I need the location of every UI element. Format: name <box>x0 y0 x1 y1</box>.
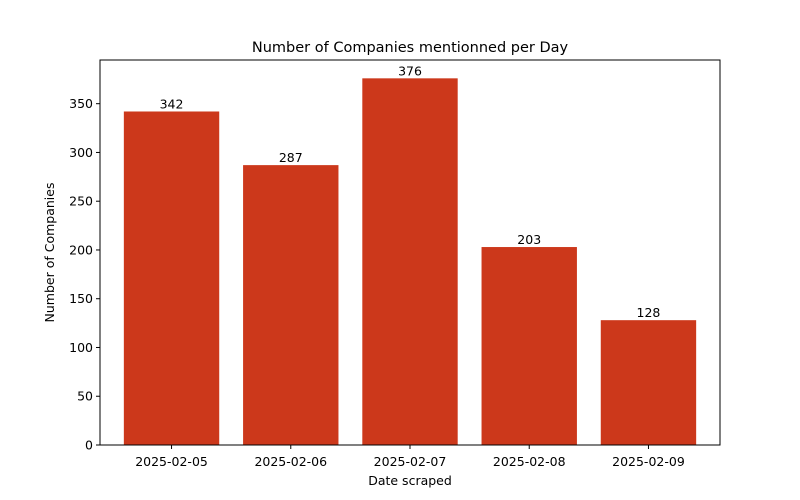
y-axis-label: Number of Companies <box>42 183 57 323</box>
bar <box>123 111 220 445</box>
x-tick-label: 2025-02-09 <box>612 454 685 469</box>
bar <box>243 165 339 445</box>
bar <box>481 247 577 445</box>
x-axis-label: Date scraped <box>368 473 452 488</box>
plot-area: 342 2025-02-05 287 2025-02-06 376 2025-02-07 2… <box>69 63 697 469</box>
y-tick-label: 150 <box>69 291 93 306</box>
plot-frame <box>99 59 721 446</box>
data-label: 287 <box>279 150 303 165</box>
data-label: 203 <box>517 232 541 247</box>
x-tick-label: 2025-02-05 <box>135 454 208 469</box>
data-label: 376 <box>398 63 422 78</box>
y-tick-label: 50 <box>77 389 93 404</box>
chart-title: Number of Companies mentionned per Day <box>252 40 569 56</box>
bar <box>600 320 697 445</box>
y-tick-label: 250 <box>69 194 93 209</box>
y-tick-label: 100 <box>69 340 93 355</box>
data-label: 128 <box>637 305 661 320</box>
x-tick-label: 2025-02-07 <box>374 454 447 469</box>
x-tick-label: 2025-02-08 <box>493 454 566 469</box>
y-tick-label: 0 <box>85 438 93 453</box>
bar <box>362 78 458 445</box>
x-tick-label: 2025-02-06 <box>254 454 327 469</box>
y-tick-label: 300 <box>69 145 93 160</box>
data-label: 342 <box>160 96 184 111</box>
y-tick-label: 200 <box>69 242 93 257</box>
y-tick-label: 350 <box>69 96 93 111</box>
